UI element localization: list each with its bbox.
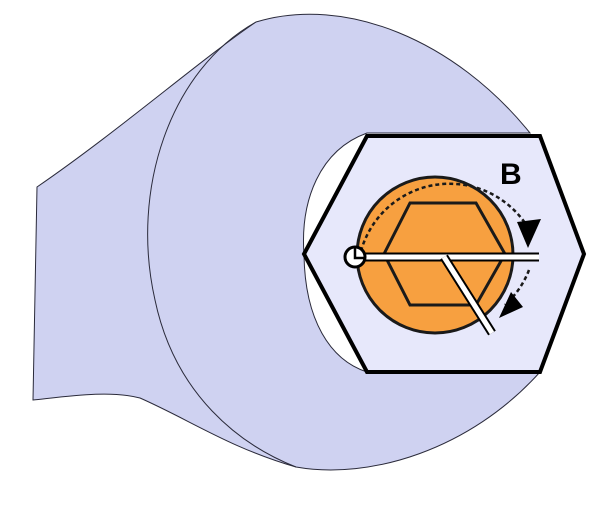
rotation-label: B: [500, 158, 522, 191]
rotation-arc: [359, 182, 529, 252]
wrench-head: [32, 13, 542, 471]
arrow-upper: [517, 219, 541, 248]
wrench-head-edge: [147, 21, 297, 468]
angle-line: [441, 255, 495, 335]
rotation-arc-lower: [504, 269, 531, 306]
pivot-tick: [353, 247, 364, 260]
arrow-lower: [499, 292, 523, 318]
